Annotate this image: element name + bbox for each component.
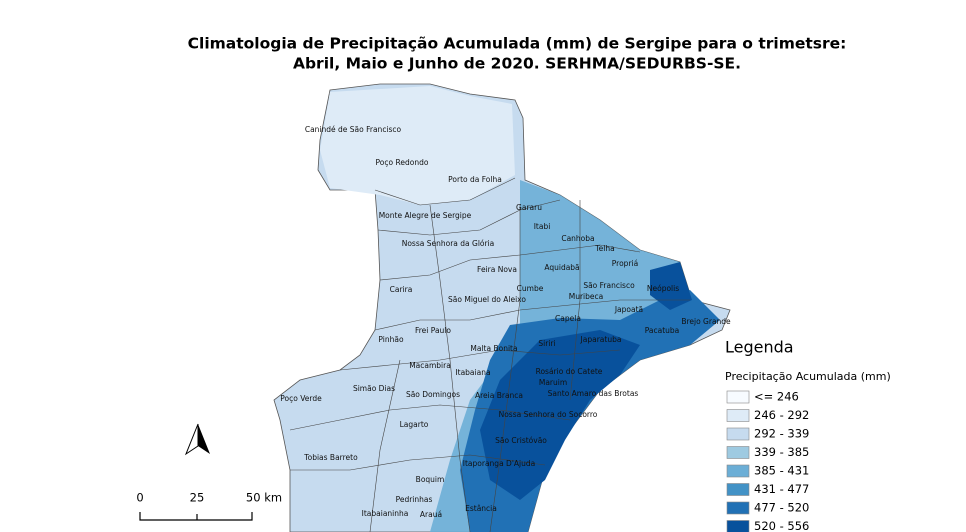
scale-label: 0 bbox=[136, 491, 143, 505]
wettest-coast bbox=[650, 262, 692, 310]
legend-label: 477 - 520 bbox=[754, 501, 809, 515]
municipality-label: Itabi bbox=[534, 222, 551, 231]
legend-title: Legenda bbox=[725, 338, 794, 357]
municipality-label: Macambira bbox=[409, 361, 451, 370]
municipality-label: Japoatã bbox=[614, 305, 643, 314]
legend-swatch bbox=[726, 409, 750, 422]
municipality-label: São Cristóvão bbox=[495, 436, 547, 445]
municipality-label: Poço Redondo bbox=[376, 158, 429, 167]
municipality-label: Canindé de São Francisco bbox=[305, 125, 402, 134]
map-subtitle: Abril, Maio e Junho de 2020. SERHMA/SEDU… bbox=[293, 55, 741, 73]
municipality-label: Simão Dias bbox=[353, 384, 395, 393]
municipality-label: Nossa Senhora do Socorro bbox=[499, 410, 598, 419]
north-arrow bbox=[184, 423, 210, 456]
municipality-label: Areia Branca bbox=[475, 391, 523, 400]
legend-label: 246 - 292 bbox=[754, 408, 809, 422]
legend-swatch bbox=[726, 390, 750, 404]
municipality-label: Telha bbox=[594, 244, 614, 253]
municipality-label: Muribeca bbox=[569, 292, 604, 301]
map-title: Climatologia de Precipitação Acumulada (… bbox=[188, 35, 847, 53]
municipality-label: São Domingos bbox=[406, 390, 460, 399]
municipality-label: Cumbe bbox=[517, 284, 544, 293]
dry-zone bbox=[320, 86, 515, 205]
municipality-label: Gararu bbox=[516, 203, 542, 212]
municipal-borders bbox=[289, 177, 690, 532]
municipality-label: Boquim bbox=[416, 475, 445, 484]
municipality-label: Japaratuba bbox=[580, 335, 622, 344]
legend-label: 385 - 431 bbox=[754, 464, 809, 478]
municipality-label: Poço Verde bbox=[280, 394, 322, 403]
municipality-label: São Miguel do Aleixo bbox=[448, 295, 526, 304]
municipality-label: Malta Bonita bbox=[470, 344, 517, 353]
municipality-labels: Canindé de São Francisco Poço Redondo Po… bbox=[280, 125, 731, 519]
municipality-label: Canhoba bbox=[561, 234, 594, 243]
municipality-label: Neópolis bbox=[647, 284, 679, 293]
legend-label: 520 - 556 bbox=[754, 519, 809, 532]
legend-swatch bbox=[726, 483, 750, 496]
legend-label: 431 - 477 bbox=[754, 482, 809, 496]
legend-label: 292 - 339 bbox=[754, 427, 809, 441]
municipality-label: Propriá bbox=[612, 259, 638, 268]
municipality-label: Pedrinhas bbox=[396, 495, 433, 504]
municipality-label: Carira bbox=[390, 285, 413, 294]
legend: Legenda Precipitação Acumulada (mm) <= 2… bbox=[725, 338, 891, 532]
municipality-label: Itaporanga D'Ajuda bbox=[463, 459, 535, 468]
municipality-label: Tobias Barreto bbox=[303, 453, 358, 462]
municipality-label: Itabaiana bbox=[455, 368, 490, 377]
legend-swatch bbox=[726, 520, 750, 532]
municipality-label: Estância bbox=[465, 504, 497, 513]
municipality-label: Maruim bbox=[539, 378, 567, 387]
municipality-label: Capela bbox=[555, 314, 581, 323]
legend-swatch bbox=[726, 464, 750, 478]
municipality-label: São Francisco bbox=[583, 281, 635, 290]
legend-label: 339 - 385 bbox=[754, 445, 809, 459]
municipality-label: Itabaianinha bbox=[362, 509, 409, 518]
state-map bbox=[273, 83, 731, 532]
municipality-label: Siriri bbox=[538, 339, 555, 348]
legend-swatch bbox=[726, 427, 750, 441]
scale-label: 50 km bbox=[246, 491, 282, 505]
scale-label: 25 bbox=[190, 491, 205, 505]
municipality-label: Nossa Senhora da Glória bbox=[402, 239, 495, 248]
municipality-label: Santo Amaro das Brotas bbox=[548, 389, 639, 398]
municipality-label: Pinhão bbox=[378, 335, 404, 344]
municipality-label: Monte Alegre de Sergipe bbox=[379, 211, 472, 220]
municipality-label: Pacatuba bbox=[645, 326, 680, 335]
municipality-label: Feira Nova bbox=[477, 265, 517, 274]
municipality-label: Rosário do Catete bbox=[536, 367, 603, 376]
legend-swatch bbox=[726, 501, 750, 515]
scale-bar: 0 25 50 km bbox=[136, 491, 282, 521]
municipality-label: Lagarto bbox=[400, 420, 429, 429]
municipality-label: Aquidabã bbox=[544, 263, 579, 272]
legend-subtitle: Precipitação Acumulada (mm) bbox=[725, 370, 891, 383]
legend-swatch bbox=[726, 446, 750, 459]
wettest-zone bbox=[480, 330, 640, 500]
legend-label: <= 246 bbox=[754, 390, 799, 404]
municipality-label: Frei Paulo bbox=[415, 326, 451, 335]
municipality-label: Brejo Grande bbox=[681, 317, 731, 326]
municipality-label: Arauá bbox=[420, 510, 442, 519]
municipality-label: Porto da Folha bbox=[448, 175, 502, 184]
